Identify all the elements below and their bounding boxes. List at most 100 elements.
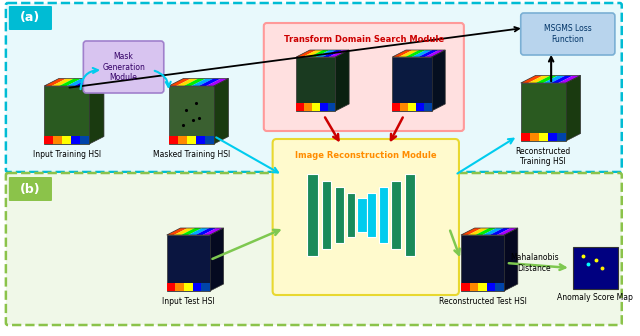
Text: Mahalanobis
Distance: Mahalanobis Distance (510, 253, 559, 273)
Polygon shape (174, 228, 195, 235)
Polygon shape (296, 50, 316, 57)
Polygon shape (329, 50, 349, 57)
Polygon shape (521, 76, 543, 83)
Polygon shape (478, 283, 487, 291)
Polygon shape (392, 50, 413, 57)
Polygon shape (191, 79, 214, 86)
FancyBboxPatch shape (391, 181, 401, 249)
Polygon shape (412, 50, 432, 57)
Polygon shape (52, 79, 74, 86)
Polygon shape (214, 79, 228, 144)
Polygon shape (504, 228, 518, 291)
FancyBboxPatch shape (347, 193, 355, 237)
Polygon shape (59, 79, 81, 86)
Polygon shape (166, 228, 188, 235)
Polygon shape (323, 50, 342, 57)
FancyBboxPatch shape (6, 3, 621, 172)
Polygon shape (392, 57, 431, 111)
Polygon shape (328, 103, 335, 111)
Polygon shape (320, 103, 328, 111)
Text: (a): (a) (20, 11, 40, 25)
FancyArrowPatch shape (212, 230, 279, 259)
Polygon shape (548, 133, 557, 141)
Polygon shape (303, 50, 323, 57)
FancyBboxPatch shape (9, 6, 52, 30)
FancyArrowPatch shape (155, 71, 171, 87)
Text: (b): (b) (20, 182, 41, 196)
Polygon shape (543, 76, 566, 83)
Polygon shape (44, 136, 53, 144)
Text: Transform Domain Search Module: Transform Domain Search Module (284, 36, 444, 44)
Polygon shape (206, 79, 228, 86)
Polygon shape (296, 57, 335, 111)
Polygon shape (67, 79, 89, 86)
Polygon shape (558, 76, 580, 83)
Polygon shape (461, 235, 504, 291)
Polygon shape (187, 136, 196, 144)
Text: Input Training HSI: Input Training HSI (33, 150, 100, 159)
Polygon shape (44, 86, 89, 144)
Polygon shape (431, 50, 445, 111)
Polygon shape (304, 103, 312, 111)
FancyBboxPatch shape (404, 174, 415, 256)
Polygon shape (416, 103, 424, 111)
Polygon shape (203, 228, 223, 235)
FancyBboxPatch shape (322, 181, 332, 249)
Polygon shape (490, 228, 511, 235)
FancyBboxPatch shape (573, 247, 618, 289)
Polygon shape (210, 228, 223, 291)
Polygon shape (530, 133, 539, 141)
FancyArrowPatch shape (216, 137, 278, 172)
Polygon shape (181, 228, 202, 235)
Text: Reconstructed
Training HSI: Reconstructed Training HSI (516, 147, 571, 166)
Polygon shape (89, 79, 104, 144)
Polygon shape (169, 136, 178, 144)
Polygon shape (468, 228, 489, 235)
Polygon shape (74, 79, 97, 86)
Polygon shape (196, 136, 205, 144)
Polygon shape (80, 136, 89, 144)
Polygon shape (528, 76, 550, 83)
Polygon shape (166, 283, 175, 291)
Polygon shape (408, 103, 416, 111)
Polygon shape (62, 136, 71, 144)
Polygon shape (551, 76, 573, 83)
FancyArrowPatch shape (549, 57, 554, 81)
Polygon shape (483, 228, 504, 235)
FancyBboxPatch shape (264, 23, 464, 131)
Polygon shape (176, 79, 198, 86)
Polygon shape (201, 283, 210, 291)
Polygon shape (536, 76, 558, 83)
Polygon shape (316, 50, 336, 57)
Polygon shape (461, 228, 482, 235)
Polygon shape (521, 83, 566, 141)
Polygon shape (169, 79, 191, 86)
Polygon shape (71, 136, 80, 144)
Polygon shape (461, 283, 470, 291)
FancyBboxPatch shape (357, 198, 367, 232)
Polygon shape (476, 228, 496, 235)
Polygon shape (566, 76, 580, 141)
Polygon shape (178, 136, 187, 144)
FancyBboxPatch shape (521, 13, 615, 55)
FancyBboxPatch shape (367, 193, 376, 237)
Polygon shape (166, 235, 210, 291)
Polygon shape (539, 133, 548, 141)
Text: Masked Training HSI: Masked Training HSI (152, 150, 230, 159)
FancyBboxPatch shape (273, 139, 459, 295)
Polygon shape (497, 228, 518, 235)
Text: Input Test HSI: Input Test HSI (162, 297, 214, 306)
Text: Image Reconstruction Module: Image Reconstruction Module (295, 152, 436, 161)
Polygon shape (296, 103, 304, 111)
FancyArrowPatch shape (391, 118, 403, 140)
FancyArrowPatch shape (325, 117, 339, 140)
Polygon shape (405, 50, 426, 57)
FancyArrowPatch shape (81, 68, 98, 89)
FancyArrowPatch shape (509, 263, 565, 270)
Polygon shape (312, 103, 320, 111)
Polygon shape (557, 133, 566, 141)
Polygon shape (495, 283, 504, 291)
Polygon shape (175, 283, 184, 291)
Polygon shape (195, 228, 216, 235)
Polygon shape (184, 283, 193, 291)
